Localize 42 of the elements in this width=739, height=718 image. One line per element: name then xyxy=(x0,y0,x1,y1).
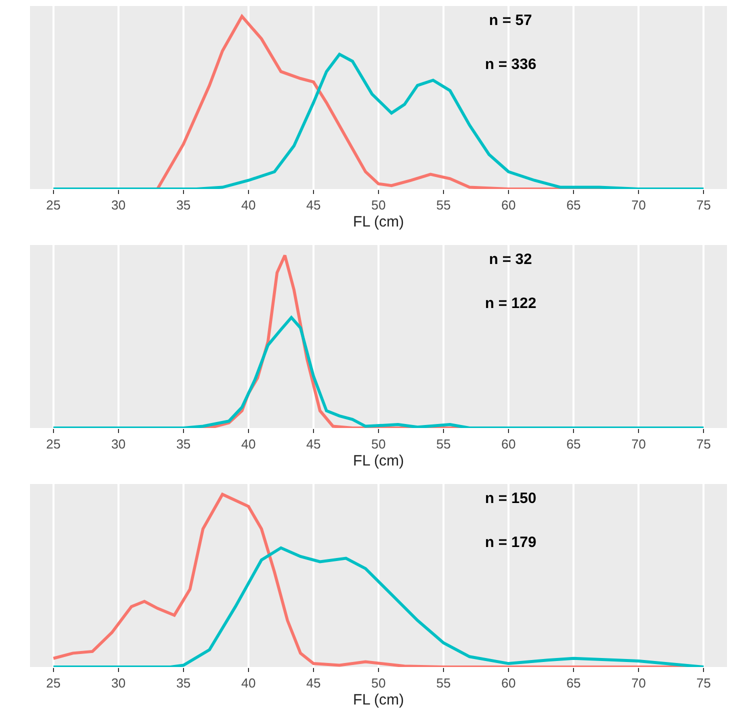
x-tick-label: 60 xyxy=(501,436,516,452)
x-tick-label: 35 xyxy=(176,198,191,213)
x-tick-label: 40 xyxy=(241,198,256,213)
x-tick-label: 70 xyxy=(631,676,646,691)
annotation: n = 57 xyxy=(489,12,532,29)
x-tick-label: 25 xyxy=(46,676,61,691)
annotation: n = 122 xyxy=(485,295,536,312)
x-tick-label: 30 xyxy=(111,436,126,452)
x-tick-label: 65 xyxy=(566,436,581,452)
x-tick-label: 75 xyxy=(696,198,711,213)
x-tick-label: 40 xyxy=(241,436,256,452)
x-tick-label: 45 xyxy=(306,676,321,691)
annotation: n = 179 xyxy=(485,534,536,551)
x-tick-label: 45 xyxy=(306,436,321,452)
x-tick-label: 55 xyxy=(436,676,451,691)
annotation: n = 150 xyxy=(485,490,536,507)
x-tick-label: 75 xyxy=(696,676,711,691)
x-tick-label: 50 xyxy=(371,436,386,452)
x-tick-label: 30 xyxy=(111,676,126,691)
x-tick-label: 25 xyxy=(46,198,61,213)
x-axis-title: FL (cm) xyxy=(352,692,404,709)
annotation: n = 32 xyxy=(489,251,532,268)
x-tick-label: 70 xyxy=(631,198,646,213)
x-tick-label: 35 xyxy=(176,436,191,452)
x-axis-title: FL (cm) xyxy=(352,214,404,231)
x-tick-label: 75 xyxy=(696,436,711,452)
x-tick-label: 65 xyxy=(566,676,581,691)
x-tick-label: 60 xyxy=(501,198,516,213)
x-tick-label: 55 xyxy=(436,436,451,452)
x-tick-label: 50 xyxy=(371,198,386,213)
x-tick-label: 30 xyxy=(111,198,126,213)
x-tick-label: 50 xyxy=(371,676,386,691)
x-tick-label: 40 xyxy=(241,676,256,691)
x-tick-label: 55 xyxy=(436,198,451,213)
x-tick-label: 35 xyxy=(176,676,191,691)
x-axis-title: FL (cm) xyxy=(352,452,404,470)
x-tick-label: 65 xyxy=(566,198,581,213)
x-tick-label: 45 xyxy=(306,198,321,213)
annotation: n = 336 xyxy=(485,56,536,73)
x-tick-label: 60 xyxy=(501,676,516,691)
x-tick-label: 70 xyxy=(631,436,646,452)
x-tick-label: 25 xyxy=(46,436,61,452)
